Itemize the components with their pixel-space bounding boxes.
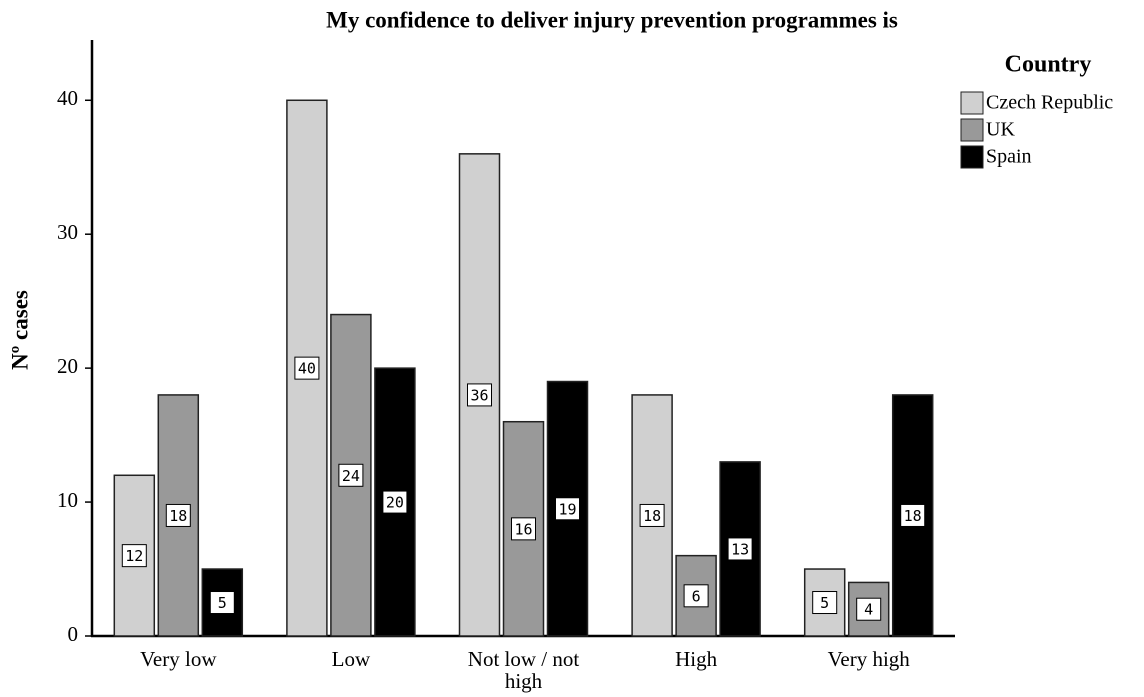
- value-label: 16: [514, 520, 532, 538]
- legend-swatch: [960, 145, 984, 169]
- x-tick-label: Very low: [140, 647, 217, 671]
- bar: [891, 394, 934, 637]
- legend-title: Country: [1005, 52, 1092, 78]
- y-tick-label: 20: [57, 354, 78, 378]
- legend-swatch: [960, 91, 984, 115]
- value-label-box: [338, 463, 364, 487]
- value-label: 13: [731, 540, 749, 558]
- value-label: 6: [692, 587, 701, 605]
- value-label-box: [121, 544, 147, 568]
- y-tick-label: 30: [57, 220, 78, 244]
- value-label-box: [511, 517, 536, 541]
- value-label: 12: [125, 547, 143, 565]
- value-label-box: [812, 591, 838, 615]
- y-tick-label: 10: [57, 488, 78, 512]
- y-tick-label: 0: [68, 622, 79, 646]
- value-label: 5: [218, 594, 227, 612]
- x-tick-label: Low: [331, 647, 371, 671]
- value-label: 4: [864, 601, 873, 619]
- value-label-box: [165, 503, 191, 527]
- x-tick-label: High: [675, 647, 718, 671]
- value-label: 18: [169, 507, 187, 525]
- value-label-box: [467, 383, 492, 407]
- value-label: 24: [342, 467, 360, 485]
- value-label: 19: [558, 500, 576, 518]
- value-label-box: [683, 584, 709, 608]
- chart-title: My confidence to deliver injury preventi…: [326, 7, 898, 32]
- y-axis-label: Nº cases: [7, 290, 32, 370]
- legend-label: Spain: [986, 146, 1032, 168]
- value-label: 18: [643, 507, 661, 525]
- value-label: 36: [470, 386, 488, 404]
- x-tick-label: Not low / not high: [467, 647, 580, 693]
- value-label-box: [639, 503, 665, 527]
- value-label-box: [856, 597, 882, 621]
- value-label-box: [727, 537, 753, 561]
- value-label-box: [900, 503, 926, 527]
- value-label-box: [382, 490, 408, 514]
- value-label: 40: [298, 360, 316, 378]
- x-tick-label: Very high: [827, 647, 910, 671]
- value-label-box: [294, 356, 320, 380]
- value-label: 5: [820, 594, 829, 612]
- legend-label: UK: [986, 119, 1015, 141]
- value-label-box: [555, 497, 580, 521]
- value-label: 18: [904, 507, 922, 525]
- value-label-box: [209, 591, 235, 615]
- y-tick-label: 40: [57, 86, 78, 110]
- value-label: 20: [386, 494, 404, 512]
- legend-swatch: [960, 118, 984, 142]
- legend-label: Czech Republic: [986, 92, 1113, 114]
